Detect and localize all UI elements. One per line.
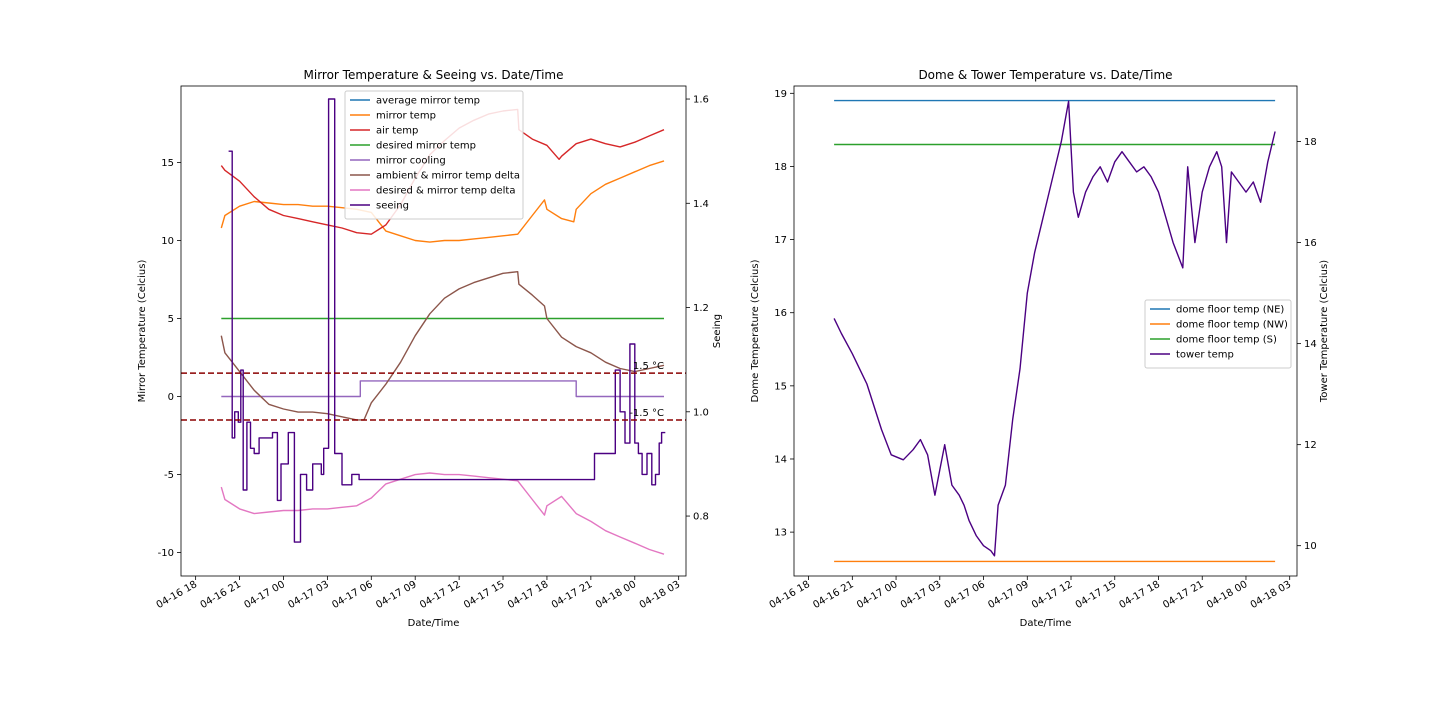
y-tick-label: 5: [168, 314, 174, 325]
series-line-mirror-cooling: [221, 380, 664, 398]
legend-label: average mirror temp: [376, 96, 480, 107]
x-tick-label: 04-16 18: [155, 579, 199, 611]
y-tick-label: 16: [774, 308, 787, 319]
legend-label: ambient & mirror temp delta: [376, 171, 520, 182]
x-tick-label: 04-17 15: [462, 579, 506, 611]
x-tick-label: 04-17 18: [1118, 579, 1162, 611]
y-tick-label: 17: [774, 235, 787, 246]
y2-axis-label: Seeing: [712, 314, 723, 348]
y-tick-label: 14: [774, 454, 787, 465]
y2-tick-label: 1.0: [693, 407, 709, 418]
legend: [344, 90, 524, 220]
x-tick-label: 04-18 00: [594, 579, 638, 611]
series-line-seeing: [228, 98, 666, 543]
x-tick-label: 04-16 21: [811, 579, 855, 611]
legend-label: mirror temp: [376, 111, 436, 122]
y2-tick-label: 1.2: [693, 303, 709, 314]
x-tick-label: 04-17 03: [286, 579, 330, 611]
axes-frame: [180, 85, 687, 577]
legend-label: dome floor temp (S): [1176, 335, 1277, 346]
threshold-label: 1.5 °C: [633, 361, 664, 372]
x-tick-label: 04-17 06: [330, 579, 374, 611]
y-tick-label: 18: [774, 162, 787, 173]
x-axis-label: Date/Time: [1020, 618, 1072, 629]
y2-tick-label: 1.4: [693, 199, 709, 210]
x-tick-label: 04-17 18: [506, 579, 550, 611]
legend-label: mirror cooling: [376, 156, 446, 167]
legend: [1144, 299, 1292, 369]
threshold-label: -1.5 °C: [629, 408, 664, 419]
y2-tick-label: 12: [1304, 440, 1317, 451]
y-axis-label: Dome Temperature (Celcius): [750, 259, 761, 402]
series-line-tower-temp: [833, 100, 1276, 557]
chart-title: Dome & Tower Temperature vs. Date/Time: [918, 68, 1172, 82]
legend-label: desired mirror temp: [376, 141, 476, 152]
series-line-mirror-temp: [220, 160, 665, 243]
x-tick-label: 04-18 03: [638, 579, 682, 611]
chart-panel-1: Mirror Temperature & Seeing vs. Date/Tim…: [137, 68, 723, 629]
y2-tick-label: 1.6: [693, 95, 709, 106]
legend-label: seeing: [376, 201, 409, 212]
y-tick-label: 15: [161, 158, 174, 169]
y2-tick-label: 14: [1304, 339, 1317, 350]
y-axis-label: Mirror Temperature (Celcius): [137, 260, 148, 403]
x-tick-label: 04-18 03: [1249, 579, 1293, 611]
legend-label: dome floor temp (NE): [1176, 305, 1284, 316]
legend-label: desired & mirror temp delta: [376, 186, 515, 197]
y2-tick-label: 0.8: [693, 512, 709, 523]
y-tick-label: -10: [158, 548, 174, 559]
y-tick-label: 0: [168, 392, 174, 403]
axes-frame: [793, 85, 1298, 577]
x-tick-label: 04-17 00: [243, 579, 287, 611]
legend-label: air temp: [376, 126, 418, 137]
y2-tick-label: 18: [1304, 137, 1317, 148]
y-tick-label: 19: [774, 89, 787, 100]
y2-tick-label: 10: [1304, 541, 1317, 552]
y-tick-label: -5: [164, 470, 174, 481]
x-tick-label: 04-16 18: [768, 579, 812, 611]
x-tick-label: 04-17 12: [1030, 579, 1074, 611]
x-tick-label: 04-17 12: [418, 579, 462, 611]
x-tick-label: 04-17 09: [986, 579, 1030, 611]
x-tick-label: 04-17 00: [855, 579, 899, 611]
y-tick-label: 10: [161, 236, 174, 247]
chart-title: Mirror Temperature & Seeing vs. Date/Tim…: [304, 68, 564, 82]
x-tick-label: 04-17 21: [550, 579, 594, 611]
x-tick-label: 04-17 21: [1161, 579, 1205, 611]
x-tick-label: 04-17 06: [943, 579, 987, 611]
x-tick-label: 04-16 21: [199, 579, 243, 611]
x-tick-label: 04-17 03: [899, 579, 943, 611]
y2-axis-label: Tower Temperature (Celcius): [1319, 260, 1330, 403]
x-axis-label: Date/Time: [408, 618, 460, 629]
x-tick-label: 04-18 00: [1205, 579, 1249, 611]
series-line-desired-mirror-temp-delta: [220, 472, 665, 555]
chart-panel-2: Dome & Tower Temperature vs. Date/Time 04…: [750, 68, 1330, 629]
y-tick-label: 15: [774, 381, 787, 392]
series-line-ambient-mirror-temp-delta: [220, 271, 665, 421]
y-tick-label: 13: [774, 528, 787, 539]
legend-label: dome floor temp (NW): [1176, 320, 1288, 331]
plot-area: [833, 99, 1276, 563]
x-tick-label: 04-17 09: [374, 579, 418, 611]
legend-label: tower temp: [1176, 350, 1234, 361]
y2-tick-label: 16: [1304, 238, 1317, 249]
x-tick-label: 04-17 15: [1074, 579, 1118, 611]
